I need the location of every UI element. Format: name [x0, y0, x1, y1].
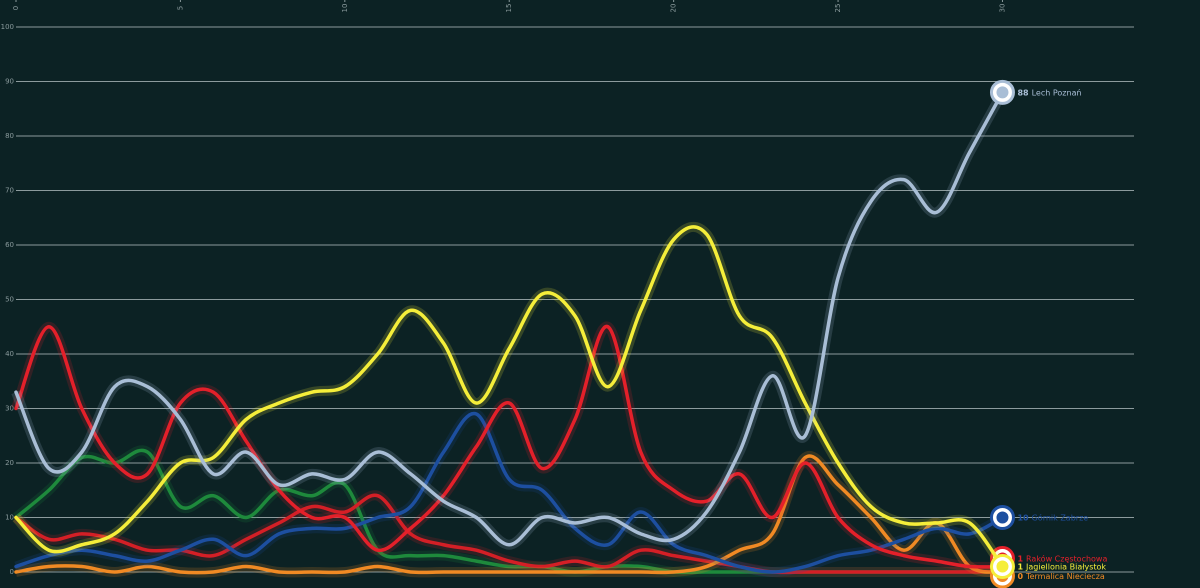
x-tick-label: 25 — [834, 4, 842, 13]
x-tick-label: 30 — [998, 4, 1006, 13]
y-tick-label: 0 — [10, 568, 14, 576]
line — [14, 411, 1005, 574]
y-tick-label: 10 — [5, 514, 14, 522]
x-tick-label: 15 — [505, 4, 513, 13]
end-value: 10 — [1017, 513, 1029, 522]
end-value: 0 — [1017, 572, 1023, 581]
end-value: 1 — [1017, 562, 1023, 571]
x-tick-label: 20 — [670, 4, 678, 13]
end-value: 1 — [1017, 554, 1023, 563]
line — [14, 225, 1005, 569]
y-tick-label: 90 — [5, 78, 14, 86]
end-label: 0 Termalica Nieciecza — [1017, 572, 1104, 581]
end-value: 88 — [1017, 88, 1029, 97]
team-name: Lech Poznań — [1032, 88, 1082, 97]
end-label: 88 Lech Poznań — [1017, 88, 1081, 97]
line — [14, 90, 1005, 547]
y-tick-label: 40 — [5, 350, 14, 358]
end-label: 1 Jagiellonia Białystok — [1017, 562, 1106, 571]
team-logo-inner — [996, 86, 1009, 99]
y-tick-label: 70 — [5, 187, 14, 195]
team-name: Raków Częstochowa — [1026, 553, 1107, 563]
line — [14, 454, 1005, 575]
team-name: Termalica Nieciecza — [1025, 572, 1105, 581]
team-logo-inner — [996, 560, 1009, 573]
y-tick-label: 20 — [5, 459, 14, 467]
y-tick-label: 50 — [5, 296, 14, 304]
x-tick-label: 0 — [12, 6, 20, 10]
team-logo-inner — [996, 511, 1009, 524]
y-tick-label: 80 — [5, 132, 14, 140]
x-tick-label: 5 — [176, 6, 184, 10]
end-label: 10 Górnik Zabrze — [1017, 512, 1088, 522]
y-tick-label: 30 — [5, 405, 14, 413]
team-name: Jagiellonia Białystok — [1025, 562, 1106, 571]
y-tick-label: 100 — [1, 23, 14, 31]
y-tick-label: 60 — [5, 241, 14, 249]
team-name: Górnik Zabrze — [1032, 512, 1089, 522]
end-label: 1 Raków Częstochowa — [1017, 553, 1107, 563]
x-tick-label: 10 — [341, 4, 349, 13]
